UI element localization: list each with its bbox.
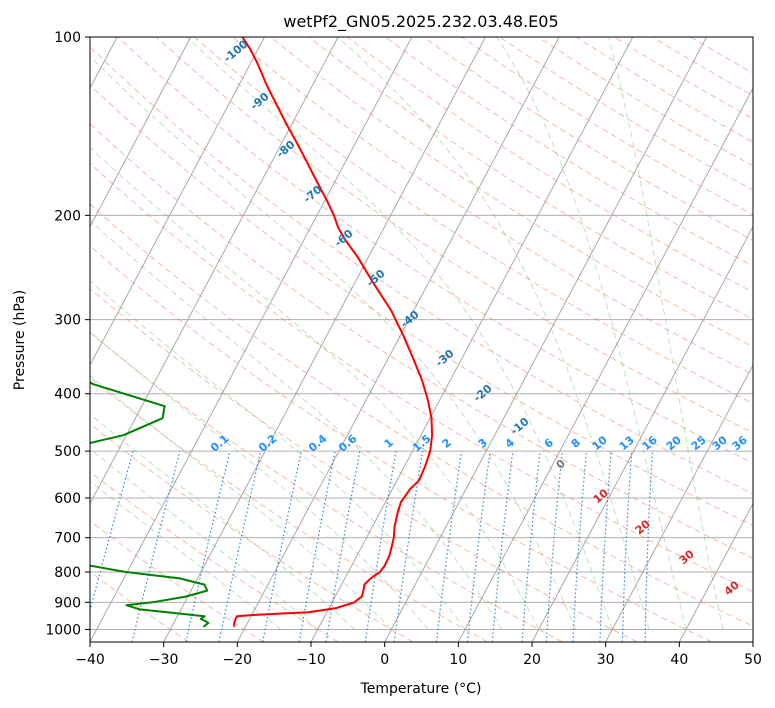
moist-adiabat-line [608,37,724,630]
y-tick-label: 300 [54,313,81,329]
x-tick-label: 10 [449,652,467,668]
moist-adiabat-line [90,331,429,630]
dry-adiabat-line [90,245,712,642]
mixing-ratio-line [393,451,424,642]
chart-title: wetPf2_GN05.2025.232.03.48.E05 [283,12,558,32]
plot-frame [89,36,754,643]
mixing-ratio-line [218,450,262,642]
moist-adiabat-line [337,37,650,630]
moist-adiabat-line [90,280,466,630]
y-tick-label: 500 [54,444,81,460]
mixing-ratio-line [364,450,397,642]
isotherm-line [90,37,339,505]
moist-adiabat-line [90,413,355,630]
mixing-ratio-line [131,450,181,642]
mixing-ratio-lines [90,450,654,642]
x-tick-label: −30 [149,652,179,668]
isotherm-line [90,37,413,642]
plot-area [90,37,753,642]
y-tick-label: 100 [54,30,81,46]
x-tick-label: 50 [744,652,762,668]
y-tick-label: 1000 [45,622,81,638]
x-axis-title: Temperature (°C) [360,681,482,697]
dry-adiabat-line [90,423,414,642]
mixing-ratio-line [185,450,231,642]
isotherm-line [678,502,753,642]
x-tick-label: 0 [380,652,389,668]
dry-adiabat-line [90,203,753,627]
mixing-ratio-line [545,451,563,642]
moist-adiabat-line [90,55,576,630]
mixing-ratio-line [466,451,491,642]
mixing-ratio-line [521,451,541,642]
mixing-ratio-line [491,451,514,642]
isotherm-line [457,87,753,642]
dry-adiabat-line [117,37,753,464]
moist-adiabats [90,37,724,630]
y-axis-ticks: 1000 900 800 700 600 500 400 300 200 100 [45,30,90,638]
y-tick-label: 700 [54,531,81,547]
dewpoint-profile [90,380,210,628]
y-tick-label: 800 [54,565,81,581]
dry-adiabat-line [90,571,190,642]
x-axis-ticks: −40 −30 −20 −10 0 10 20 30 40 50 [75,642,762,668]
y-tick-label: 200 [54,208,81,224]
x-tick-label: 20 [523,652,541,668]
x-tick-label: −40 [75,652,105,668]
dry-adiabat-line [270,37,753,348]
isotherm-line [384,37,707,642]
moist-adiabat-line [90,146,540,630]
dry-adiabat-line [90,331,563,642]
isotherm-line [605,363,753,642]
x-tick-label: 40 [670,652,688,668]
isotherm-line [90,37,265,367]
dry-adiabat-line [90,376,488,642]
dry-adiabat-line [90,46,753,495]
dry-adiabat-line [232,37,753,376]
y-tick-label: 900 [54,595,81,611]
y-tick-label: 600 [54,491,81,507]
y-axis-title: Pressure (hPa) [12,290,28,390]
moist-adiabat-line [90,219,503,630]
temperature-profile [233,37,434,627]
x-tick-label: −10 [296,652,326,668]
moist-adiabat-line [185,37,613,630]
moist-adiabat-line [90,374,392,630]
isotherm-line [163,37,486,642]
x-tick-label: −20 [223,652,253,668]
x-tick-label: 30 [597,652,615,668]
moist-adiabat-line [90,448,319,630]
dry-adiabat-line [90,84,753,527]
dry-adiabat-line [90,287,638,642]
isotherm-line [236,37,560,642]
y-tick-label: 400 [54,387,81,403]
isotherm-line [90,37,192,228]
sounding-profiles [90,37,434,628]
mixing-ratio-line [435,451,463,642]
isotherm-line [531,225,753,642]
dry-adiabats [90,37,753,642]
moist-adiabat-line [496,37,687,630]
mixing-ratio-line [90,450,134,613]
